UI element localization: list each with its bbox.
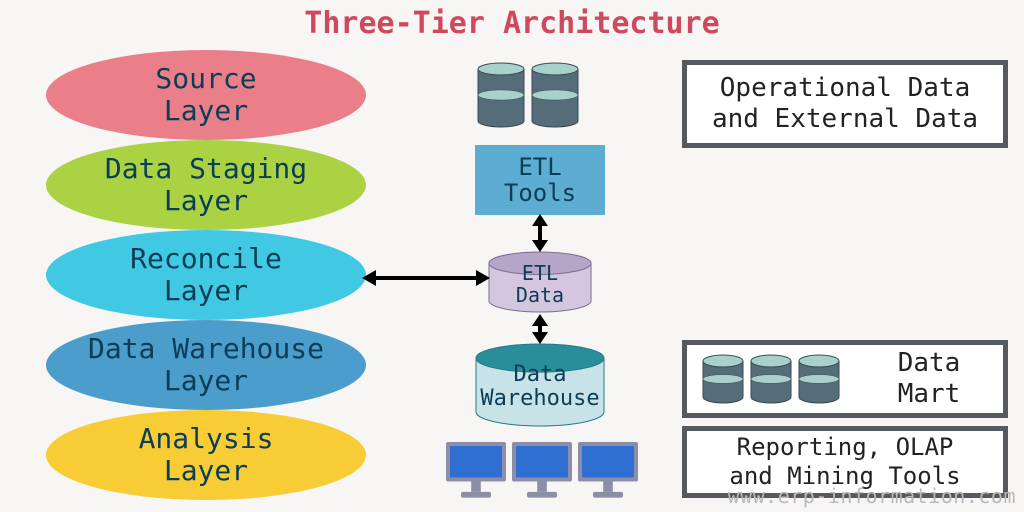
data-mart-label: DataMart (869, 348, 989, 410)
etl-tools-box: ETLTools (475, 145, 605, 215)
layer-analysis: AnalysisLayer (46, 410, 366, 500)
data-mart-db-icon (699, 351, 849, 407)
etl-data-label: ETLData (516, 262, 564, 306)
operational-data-label: Operational Dataand External Data (712, 73, 978, 135)
layer-label: Data WarehouseLayer (88, 333, 324, 397)
diagram-title: Three-Tier Architecture (304, 6, 719, 41)
data-mart-panel: DataMart (682, 340, 1008, 418)
layer-label: ReconcileLayer (130, 243, 282, 307)
etl-tools-label: ETLTools (504, 154, 576, 207)
dwh-label: DataWarehouse (480, 363, 599, 411)
watermark: www.erp-information.com (728, 484, 1016, 508)
layer-label: SourceLayer (155, 63, 256, 127)
dwh-label-overlay: DataWarehouse (472, 352, 608, 422)
layer-dwh: Data WarehouseLayer (46, 320, 366, 410)
layer-staging: Data StagingLayer (46, 140, 366, 230)
etl-data-label-overlay: ETLData (485, 256, 595, 312)
source-db-icon (470, 55, 590, 135)
arrow-reconcile-to-etl (362, 266, 490, 290)
reporting-label: Reporting, OLAPand Mining Tools (729, 433, 960, 491)
monitors-icon (440, 438, 645, 506)
arrow-data-to-dwh (528, 314, 552, 344)
layer-reconcile: ReconcileLayer (46, 230, 366, 320)
layer-label: AnalysisLayer (139, 423, 274, 487)
arrow-etl-to-data (528, 214, 552, 252)
layer-label: Data StagingLayer (105, 153, 307, 217)
layer-source: SourceLayer (46, 50, 366, 140)
operational-data-panel: Operational Dataand External Data (682, 60, 1008, 148)
